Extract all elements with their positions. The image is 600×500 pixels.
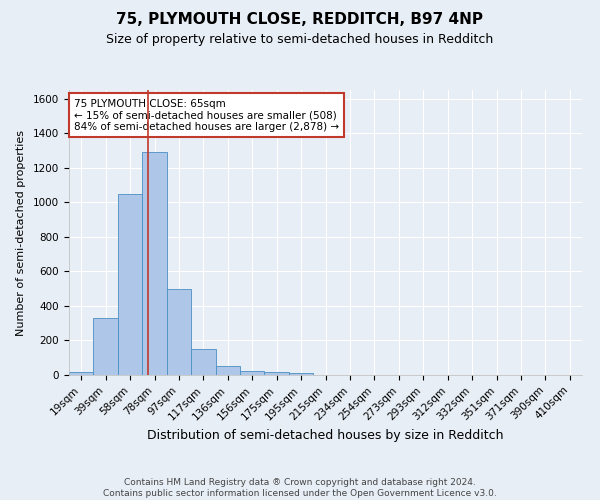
Text: Size of property relative to semi-detached houses in Redditch: Size of property relative to semi-detach… xyxy=(106,32,494,46)
Y-axis label: Number of semi-detached properties: Number of semi-detached properties xyxy=(16,130,26,336)
Text: 75 PLYMOUTH CLOSE: 65sqm
← 15% of semi-detached houses are smaller (508)
84% of : 75 PLYMOUTH CLOSE: 65sqm ← 15% of semi-d… xyxy=(74,98,339,132)
X-axis label: Distribution of semi-detached houses by size in Redditch: Distribution of semi-detached houses by … xyxy=(147,428,504,442)
Bar xyxy=(265,372,289,375)
Bar xyxy=(240,370,265,375)
Bar xyxy=(215,366,240,375)
Bar xyxy=(69,372,94,375)
Bar xyxy=(118,194,142,375)
Text: 75, PLYMOUTH CLOSE, REDDITCH, B97 4NP: 75, PLYMOUTH CLOSE, REDDITCH, B97 4NP xyxy=(116,12,484,28)
Bar xyxy=(167,288,191,375)
Bar xyxy=(289,374,313,375)
Text: Contains HM Land Registry data ® Crown copyright and database right 2024.
Contai: Contains HM Land Registry data ® Crown c… xyxy=(103,478,497,498)
Bar xyxy=(142,152,167,375)
Bar xyxy=(94,318,118,375)
Bar xyxy=(191,349,215,375)
